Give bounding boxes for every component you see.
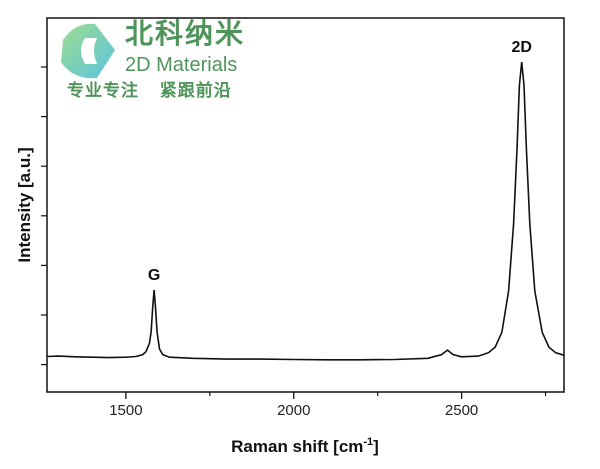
peak-label-2d: 2D (511, 39, 531, 56)
spectrum-line (46, 62, 565, 361)
watermark-slogan: 专业专注 紧跟前沿 (67, 81, 232, 101)
y-axis-title: Intensity [a.u.] (15, 147, 34, 262)
x-tick-label: 2000 (277, 402, 310, 419)
x-axis-title: Raman shift [cm-1] (231, 436, 379, 456)
plot-frame (46, 17, 565, 393)
watermark-logo: 北科纳米 2D Materials 专业专注 紧跟前沿 (55, 18, 295, 104)
watermark-brand-en: 2D Materials (125, 54, 238, 76)
x-tick-label: 2500 (445, 402, 478, 419)
x-tick-label: 1500 (109, 402, 142, 419)
logo-mark-icon (61, 23, 115, 79)
watermark-brand-cn: 北科纳米 (125, 17, 246, 50)
peak-label-g: G (148, 267, 160, 284)
